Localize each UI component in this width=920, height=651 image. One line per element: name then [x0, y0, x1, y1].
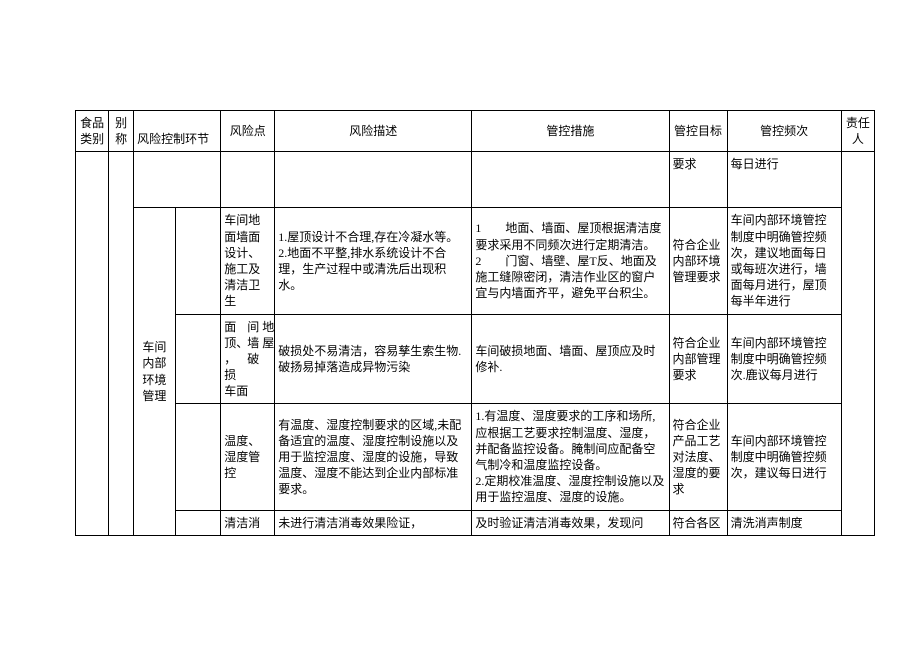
cell-measures [472, 152, 669, 208]
cell-measures: 车间破损地面、墙面、屋顶应及时修补. [472, 314, 669, 404]
cell-goal: 要求 [669, 152, 727, 208]
cell-risk-point: 车间地面墙面设计、施工及清洁卫生 [221, 208, 275, 314]
risk-point-left: 面 顶、 ， 损 车面 [224, 319, 248, 400]
col-header-measures: 管控措施 [472, 111, 669, 152]
table-row: 要求 每日进行 [76, 152, 875, 208]
risk-point-right: 间 地 墙 屋 破 [247, 319, 274, 368]
col-header-category: 食品 类别 [76, 111, 109, 152]
cell-risk-desc [275, 152, 472, 208]
cell-ctrl-b [175, 208, 221, 314]
cell-ctrl-b [175, 314, 221, 404]
cell-frequency: 清洗消声制度 [727, 510, 841, 535]
cell-ctrl [134, 152, 221, 208]
cell-risk-desc: 破损处不易清洁，容易孳生索生物.破扬易掉落造成异物污染 [275, 314, 472, 404]
cell-goal: 符合企业内部环境管理要求 [669, 208, 727, 314]
cell-responsible [841, 152, 874, 535]
cell-frequency: 车间内部环境管控制度中明确管控频次，建议地面每日或每班次进行，墙面每月进行，屋顶… [727, 208, 841, 314]
cell-risk-point: 清洁消 [221, 510, 275, 535]
table-row: 清洁消 未进行清洁消毒效果险证， 及时验证清洁消毒效果，发现问 符合各区 清洗消… [76, 510, 875, 535]
cell-ctrl-a: 车间内部环境管理 [134, 208, 176, 535]
cell-risk-desc: 未进行清洁消毒效果险证， [275, 510, 472, 535]
table-row: 面 顶、 ， 损 车面 间 地 墙 屋 破 面顶、，损车面 破损处不易清洁，容易… [76, 314, 875, 404]
col-header-risk-point: 风险点 [221, 111, 275, 152]
cell-measures: 1 地面、墙面、屋顶根据清洁度要求采用不同频次进行定期清洁。 2 门窗、墙壁、屋… [472, 208, 669, 314]
cell-category [76, 152, 109, 535]
cell-risk-desc: 有温度、湿度控制要求的区域,未配备适宜的温度、湿度控制设施以及用于监控温度、湿度… [275, 404, 472, 510]
cell-risk-point: 面 顶、 ， 损 车面 间 地 墙 屋 破 面顶、，损车面 [221, 314, 275, 404]
cell-risk-point [221, 152, 275, 208]
cell-frequency: 每日进行 [727, 152, 841, 208]
cell-measures: 1.有温度、湿度要求的工序和场所,应根据工艺要求控制温度、湿度，并配备监控设备。… [472, 404, 669, 510]
cell-frequency: 车间内部环境管控制度中明确管控频次.鹿议每月进行 [727, 314, 841, 404]
col-header-risk-desc: 风险描述 [275, 111, 472, 152]
cell-goal: 符合企业内部管理要求 [669, 314, 727, 404]
table-row: 车间内部环境管理 车间地面墙面设计、施工及清洁卫生 1.屋顶设计不合理,存在冷凝… [76, 208, 875, 314]
cell-measures: 及时验证清洁消毒效果，发现问 [472, 510, 669, 535]
col-header-control-link: 风险控制环节 [134, 111, 221, 152]
cell-risk-point: 温度、湿度管控 [221, 404, 275, 510]
cell-risk-desc: 1.屋顶设计不合理,存在冷凝水等。 2.地面不平整,排水系统设计不合理，生产过程… [275, 208, 472, 314]
cell-ctrl-b [175, 404, 221, 510]
col-header-goal: 管控目标 [669, 111, 727, 152]
col-header-responsible: 责任人 [841, 111, 874, 152]
col-header-frequency: 管控频次 [727, 111, 841, 152]
cell-goal: 符合企业产品工艺对法度、湿度的要求 [669, 404, 727, 510]
cell-goal: 符合各区 [669, 510, 727, 535]
cell-ctrl-b [175, 510, 221, 535]
cell-alias [109, 152, 134, 535]
cell-frequency: 车间内部环境管控制度中明确管控频次，建议每日进行 [727, 404, 841, 510]
col-header-alias: 别 称 [109, 111, 134, 152]
table-row: 温度、湿度管控 有温度、湿度控制要求的区域,未配备适宜的温度、湿度控制设施以及用… [76, 404, 875, 510]
